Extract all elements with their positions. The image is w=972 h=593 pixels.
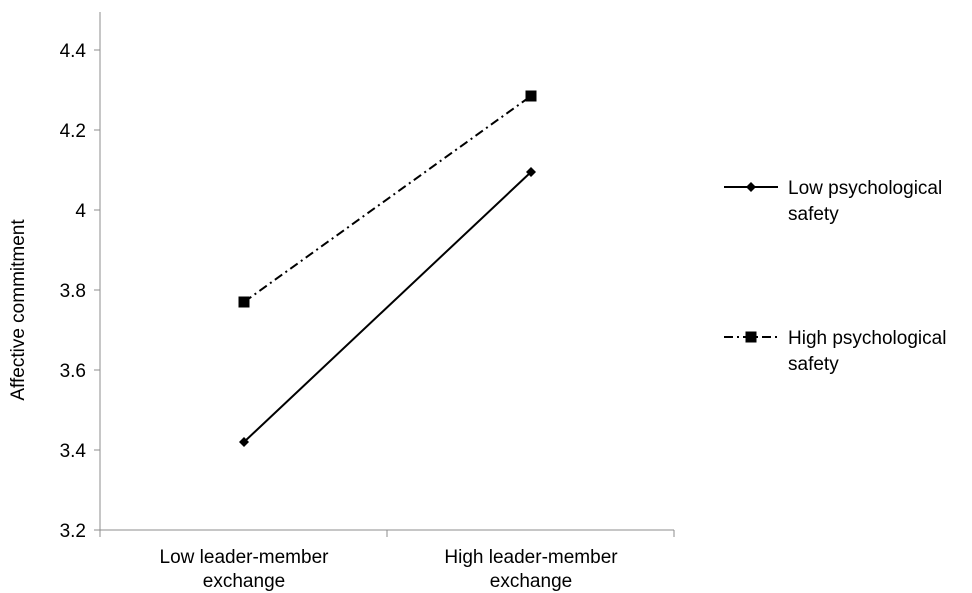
series-line	[244, 96, 531, 302]
legend: Low psychological safety High psychologica…	[724, 178, 946, 375]
legend-item: High psychological safety	[724, 328, 946, 375]
y-tick-label: 3.8	[60, 281, 86, 302]
legend-label: High psychological safety	[788, 328, 946, 375]
data-point	[239, 297, 250, 308]
legend-marker	[746, 332, 757, 343]
y-tick-label: 4	[75, 201, 86, 222]
series-line	[244, 172, 531, 442]
series-2	[239, 91, 537, 308]
x-category-label: Low leader-member exchange	[160, 547, 330, 592]
legend-item: Low psychological safety	[724, 178, 942, 225]
legend-marker	[746, 182, 756, 192]
series-layer	[239, 91, 537, 448]
x-axis: Low leader-member exchange High leader-mem…	[100, 530, 674, 592]
y-axis-title: Affective commitment	[8, 219, 29, 401]
data-point	[526, 91, 537, 102]
y-axis: 3.2 3.4 3.6 3.8 4 4.2 4.4	[60, 12, 100, 542]
y-tick-label: 3.2	[60, 521, 86, 542]
series-1	[239, 167, 536, 447]
y-tick-label: 4.2	[60, 121, 86, 142]
y-tick-label: 3.4	[60, 441, 87, 462]
y-tick-label: 4.4	[60, 41, 87, 62]
y-tick-label: 3.6	[60, 361, 86, 382]
x-category-label: High leader-member exchange	[444, 547, 618, 592]
legend-label: Low psychological safety	[788, 178, 942, 225]
